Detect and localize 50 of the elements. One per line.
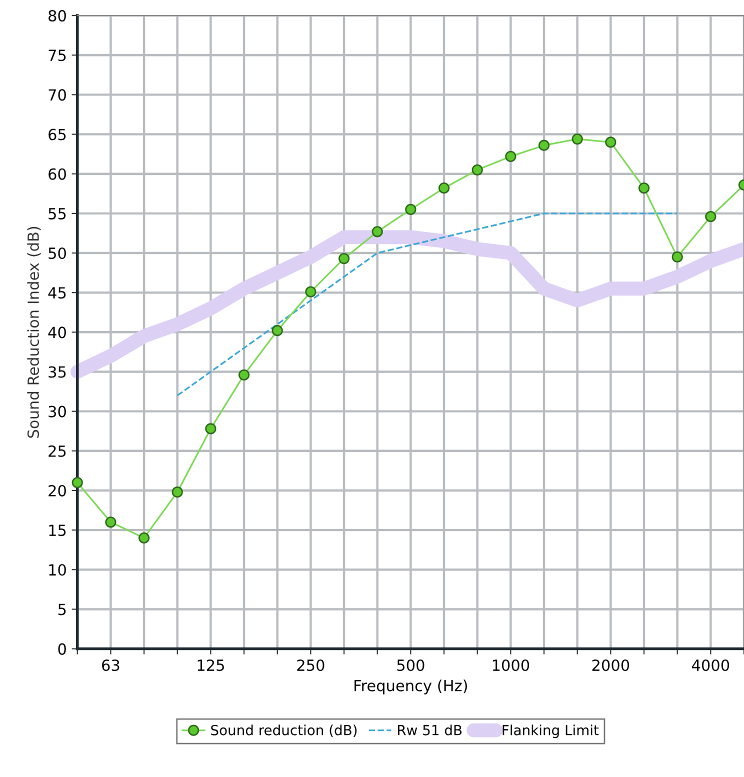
x-tick-label: 125: [198, 659, 224, 672]
y-tick-label: 35: [48, 366, 66, 378]
point: [605, 136, 616, 148]
legend-label: Rw 51 dB: [398, 724, 462, 736]
y-tick-label: 0: [58, 643, 66, 655]
y-tick-label: 40: [48, 326, 66, 338]
point: [438, 182, 450, 194]
y-tick-label: 30: [48, 406, 66, 418]
x-axis-title: Frequency (Hz): [354, 680, 467, 694]
x-tick-label: 500: [397, 659, 424, 672]
legend-label: Sound reduction (dB): [211, 724, 357, 738]
point: [338, 252, 350, 264]
y-tick-label: 25: [48, 445, 66, 457]
x-tick-label: 4000: [692, 659, 730, 672]
x-tick-label: 2000: [592, 659, 630, 672]
point: [472, 164, 483, 176]
point: [238, 369, 250, 380]
point: [272, 325, 283, 336]
point: [172, 486, 183, 498]
x-tick-label: 1000: [492, 659, 530, 672]
y-tick-label: 50: [48, 247, 66, 260]
y-tick-label: 10: [49, 564, 66, 576]
y-tick-label: 65: [48, 128, 66, 140]
point: [505, 150, 516, 162]
point: [138, 532, 150, 544]
y-tick-label: 60: [48, 168, 66, 180]
y-tick-label: 5: [58, 604, 66, 616]
y-tick-label: 15: [49, 524, 66, 536]
point: [372, 226, 383, 238]
point: [72, 477, 83, 488]
y-tick-label: 75: [48, 50, 66, 62]
point: [405, 204, 416, 216]
point: [305, 286, 316, 298]
y-tick-label: 80: [48, 10, 66, 22]
x-tick-label: 63: [102, 659, 120, 672]
point: [538, 140, 550, 151]
y-tick-label: 45: [48, 287, 66, 299]
point: [572, 133, 583, 145]
point: [105, 516, 116, 528]
point: [205, 423, 216, 434]
y-tick-label: 70: [48, 89, 66, 101]
point: [705, 211, 716, 222]
y-tick-label: 55: [48, 208, 66, 220]
point: [638, 182, 650, 194]
y-tick-label: 20: [48, 484, 66, 497]
x-tick-label: 250: [297, 659, 324, 672]
legend-label: Flanking Limit: [502, 724, 599, 738]
y-axis-title: Sound Reduction Index (dB): [27, 226, 41, 438]
point: [672, 251, 683, 263]
line-series: [176, 212, 678, 396]
